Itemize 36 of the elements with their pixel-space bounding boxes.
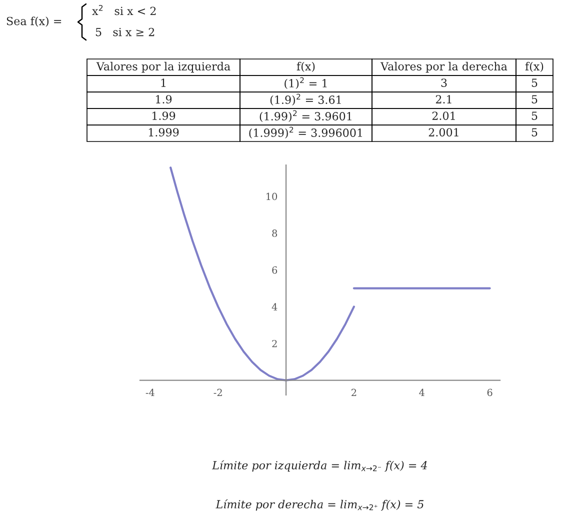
text: 1.9 [156, 95, 172, 104]
text: 5 [532, 112, 538, 120]
text: (1.9)$^{2}$ = 3.61 [270, 94, 341, 106]
text: 2.001 [428, 128, 458, 136]
x-tick-label: -2 [214, 388, 222, 396]
text: 1.99 [152, 112, 176, 120]
y-tick-label: 8 [272, 230, 278, 237]
line-series [170, 166, 356, 382]
text: Valores por la izquierda [96, 62, 230, 73]
y-tick-label: 10 [266, 192, 278, 200]
text: Sea f(x) = [6, 16, 62, 27]
x-tick-label: 4 [419, 388, 424, 396]
text: 5 [532, 95, 538, 104]
text: Valores por la derecha [380, 62, 508, 73]
x-tick-label: 2 [352, 388, 356, 396]
text: 1.999 [148, 128, 179, 136]
text: 5 [532, 128, 538, 136]
y-tick-label: 6 [272, 266, 278, 274]
text: 2.1 [436, 95, 452, 104]
x-tick-label: 6 [487, 388, 492, 396]
y-tick-label: 4 [272, 303, 278, 310]
text: 3 [441, 78, 447, 87]
y-tick-label: 2 [272, 340, 277, 348]
text: 1 [161, 78, 166, 87]
text: f(x) [525, 62, 544, 72]
text: f(x) [296, 62, 315, 72]
text: 5 [532, 78, 538, 87]
x-tick-label: -4 [146, 388, 154, 396]
text: (1)$^{2}$ = 1 [284, 77, 327, 90]
text: 5 si x ≥ 2 [96, 28, 154, 36]
text: (1.99)$^{2}$ = 3.9601 [260, 110, 352, 122]
text: Límite por izquierda = lim$_{x→2⁻}$ f(x) = 4 [212, 460, 428, 472]
text: x$^{2}$ si x < 2 [92, 4, 156, 16]
text: Límite por derecha = lim$_{x→2⁺}$ f(x) = 5 [216, 499, 424, 511]
text: 2.01 [432, 112, 455, 120]
text: (1.999)$^{2}$ = 3.996001 [249, 126, 362, 139]
